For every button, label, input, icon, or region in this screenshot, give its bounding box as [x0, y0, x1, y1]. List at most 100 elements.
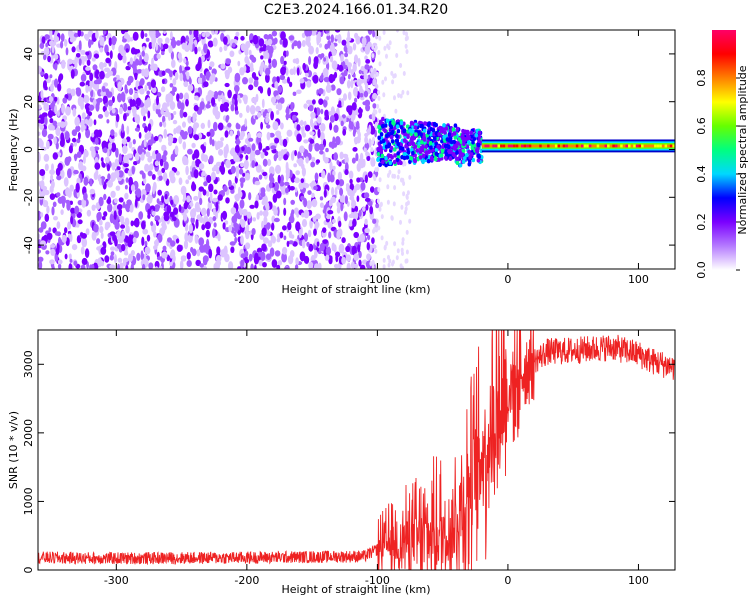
signal-band-core	[497, 144, 501, 148]
snr-line	[38, 330, 675, 570]
heatmap-cell	[294, 187, 298, 193]
heatmap-cell	[386, 173, 390, 178]
heatmap-cell	[51, 180, 55, 189]
heatmap-cell	[373, 227, 376, 233]
heatmap-cell	[159, 158, 164, 167]
heatmap-cell	[354, 183, 361, 191]
heatmap-cell	[424, 150, 429, 156]
heatmap-cell	[123, 154, 129, 164]
heatmap-cell	[418, 149, 423, 155]
heatmap-cell	[106, 148, 110, 157]
heatmap-cell	[244, 118, 248, 127]
heatmap-cell	[211, 139, 215, 147]
heatmap-cell	[352, 43, 357, 51]
heatmap-cell	[452, 139, 457, 145]
heatmap-cell	[38, 104, 42, 110]
heatmap-cell	[314, 124, 320, 130]
heatmap-cell	[314, 249, 318, 259]
heatmap-cell	[369, 205, 374, 215]
heatmap-cell	[110, 129, 115, 137]
heatmap-cell	[285, 112, 289, 121]
heatmap-cell	[306, 241, 310, 247]
heatmap-cell	[201, 134, 206, 140]
y-tick-label: -40	[22, 236, 35, 254]
heatmap-cell	[142, 228, 149, 235]
heatmap-cell	[212, 37, 218, 47]
heatmap-cell	[187, 204, 191, 210]
heatmap-cell	[196, 249, 201, 257]
heatmap-cell	[301, 40, 306, 47]
heatmap-cell	[239, 199, 245, 209]
heatmap-cell	[383, 245, 387, 251]
signal-band-core	[591, 144, 595, 148]
heatmap-cell	[201, 32, 206, 38]
heatmap-cell	[199, 263, 204, 268]
heatmap-cell	[212, 216, 217, 222]
heatmap-cell	[316, 37, 321, 42]
heatmap-cell	[157, 189, 162, 196]
heatmap-cell	[390, 139, 395, 144]
heatmap-cell	[201, 170, 206, 177]
heatmap-cell	[106, 51, 110, 56]
heatmap-cell	[228, 225, 233, 232]
heatmap-cell	[434, 147, 439, 153]
heatmap-cell	[350, 79, 354, 89]
heatmap-cell	[265, 230, 271, 237]
heatmap-cell	[341, 98, 344, 108]
heatmap-cell	[363, 192, 370, 199]
x-tick-label: -100	[365, 273, 390, 286]
heatmap-cell	[154, 215, 161, 221]
heatmap-cell	[224, 253, 230, 263]
heatmap-cell	[209, 136, 213, 146]
heatmap-cell	[211, 167, 216, 172]
heatmap-cell	[114, 198, 118, 204]
heatmap-cell	[203, 141, 207, 147]
heatmap-cell	[319, 202, 324, 208]
heatmap-cell	[161, 70, 166, 76]
heatmap-cell	[188, 223, 193, 234]
heatmap-cell	[110, 190, 116, 198]
heatmap-cell	[356, 195, 360, 202]
heatmap-cell	[476, 158, 481, 163]
heatmap-cell	[83, 192, 88, 201]
heatmap-cell	[336, 159, 340, 166]
heatmap-cell	[264, 201, 270, 210]
heatmap-cell	[461, 148, 466, 154]
heatmap-cell	[325, 84, 332, 93]
heatmap-cell	[97, 257, 103, 268]
heatmap-cell	[64, 131, 70, 141]
heatmap-cell	[345, 254, 352, 262]
heatmap-cell	[285, 187, 289, 194]
heatmap-cell	[145, 151, 151, 158]
heatmap-cell	[367, 30, 373, 35]
heatmap-cell	[235, 110, 239, 115]
heatmap-cell	[265, 116, 269, 124]
heatmap-cell	[128, 141, 133, 149]
heatmap-cell	[448, 128, 453, 134]
heatmap-cell	[477, 154, 482, 159]
heatmap-cell	[174, 145, 179, 155]
heatmap-cell	[44, 73, 49, 80]
heatmap-cell	[408, 159, 412, 164]
colorbar-tick-label: 0.0	[695, 261, 708, 279]
heatmap-cell	[124, 192, 129, 200]
heatmap-cell	[132, 98, 136, 109]
heatmap-cell	[38, 260, 43, 269]
heatmap-cell	[377, 187, 381, 193]
heatmap-cell	[183, 191, 187, 202]
heatmap-cell	[306, 80, 312, 88]
heatmap-cell	[171, 59, 176, 68]
heatmap-cell	[62, 97, 68, 104]
heatmap-cell	[162, 172, 168, 182]
heatmap-cell	[318, 143, 325, 151]
heatmap-cell	[384, 144, 389, 149]
heatmap-cell	[167, 134, 174, 144]
heatmap-cell	[203, 43, 208, 54]
heatmap-cell	[106, 163, 111, 172]
heatmap-cell	[255, 93, 259, 103]
heatmap-cell	[262, 262, 267, 268]
heatmap-cell	[358, 209, 362, 217]
heatmap-cell	[162, 43, 169, 50]
heatmap-cell	[430, 157, 434, 162]
heatmap-cell	[174, 71, 179, 81]
